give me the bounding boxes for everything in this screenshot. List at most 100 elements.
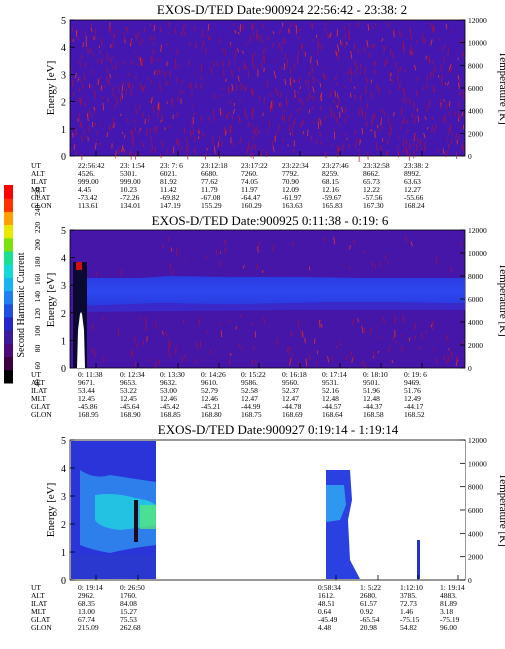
noise-mark <box>93 106 96 111</box>
noise-mark <box>288 123 291 132</box>
noise-mark <box>298 77 301 84</box>
noise-mark <box>238 343 241 348</box>
noise-mark <box>435 257 438 265</box>
orbit-cell: 168.69 <box>282 410 303 419</box>
noise-mark <box>364 111 367 120</box>
orbit-cell: 3785. <box>400 591 417 600</box>
noise-mark <box>216 60 219 67</box>
noise-mark <box>144 118 146 125</box>
noise-mark <box>304 79 307 84</box>
orbit-cell: 0: 15:22 <box>241 370 266 379</box>
noise-mark <box>77 77 80 82</box>
noise-mark <box>212 61 215 66</box>
noise-mark <box>132 137 134 143</box>
noise-mark <box>333 111 335 120</box>
panel-2-spike-inner <box>77 312 85 368</box>
orbit-cell: 0.64 <box>318 607 331 616</box>
temperature-tick-label: 6000 <box>468 84 483 93</box>
orbit-cell: 999.00 <box>120 177 141 186</box>
noise-mark <box>214 146 216 154</box>
noise-mark <box>201 132 204 137</box>
noise-mark <box>230 87 233 93</box>
noise-mark <box>157 57 159 61</box>
noise-mark <box>337 152 339 158</box>
orbit-cell: 9501. <box>363 378 380 387</box>
noise-mark <box>359 71 362 75</box>
orbit-cell: 2680. <box>360 591 377 600</box>
noise-mark <box>350 77 352 83</box>
colorbar-swatch <box>4 185 13 199</box>
orbit-row-label: GLAT <box>31 402 51 411</box>
noise-mark <box>339 338 341 342</box>
noise-mark <box>179 91 181 96</box>
orbit-row-label: GLAT <box>31 193 51 202</box>
temperature-tick-label: 12000 <box>468 16 487 25</box>
orbit-cell: 1: 5:22 <box>360 583 381 592</box>
noise-mark <box>425 55 427 60</box>
orbit-row-label: MLT <box>31 607 47 616</box>
noise-mark <box>115 62 117 71</box>
noise-mark <box>229 100 232 105</box>
noise-mark <box>210 67 213 74</box>
orbit-cell: 0: 16:18 <box>282 370 307 379</box>
noise-mark <box>190 82 193 90</box>
noise-mark <box>258 37 261 43</box>
noise-mark <box>428 55 431 63</box>
noise-mark <box>160 153 162 159</box>
orbit-cell: 1760. <box>120 591 137 600</box>
noise-mark <box>120 269 123 277</box>
noise-mark <box>414 335 417 340</box>
noise-mark <box>146 128 148 136</box>
noise-mark <box>388 346 391 352</box>
noise-mark <box>416 77 419 82</box>
noise-mark <box>387 21 390 29</box>
orbit-cell: 74.05 <box>241 177 258 186</box>
noise-mark <box>92 324 94 331</box>
noise-mark <box>165 331 168 338</box>
orbit-cell: 12.48 <box>363 394 380 403</box>
noise-mark <box>383 47 386 52</box>
noise-mark <box>316 79 319 83</box>
noise-mark <box>143 27 146 33</box>
noise-mark <box>222 48 224 53</box>
noise-mark <box>445 102 448 110</box>
noise-mark <box>335 50 338 57</box>
noise-mark <box>186 140 189 149</box>
noise-mark <box>271 244 275 252</box>
orbit-cell: -59.67 <box>322 193 342 202</box>
noise-mark <box>263 96 265 105</box>
panel-3-energy-label: Energy [eV] <box>45 483 57 537</box>
noise-mark <box>195 82 198 89</box>
orbit-cell: -45.42 <box>160 402 180 411</box>
noise-mark <box>248 141 250 148</box>
noise-mark <box>228 320 231 324</box>
noise-mark <box>81 83 84 90</box>
noise-mark <box>329 32 332 39</box>
orbit-cell: 22:56:42 <box>78 161 105 170</box>
orbit-cell: 262.68 <box>120 623 141 632</box>
noise-mark <box>237 75 240 82</box>
noise-mark <box>252 346 255 351</box>
orbit-cell: 53.00 <box>160 386 177 395</box>
noise-mark <box>251 108 254 112</box>
panel-3: EXOS-D/TED Date:900927 0:19:14 - 1:19:14… <box>31 422 505 632</box>
orbit-cell: 134.01 <box>120 201 141 210</box>
noise-mark <box>370 128 373 132</box>
noise-mark <box>277 124 280 132</box>
noise-mark <box>402 314 405 323</box>
orbit-cell: 168.90 <box>120 410 141 419</box>
orbit-cell: 68.15 <box>322 177 339 186</box>
noise-mark <box>432 70 435 78</box>
noise-mark <box>334 76 337 81</box>
colorbar-swatch <box>4 224 13 239</box>
noise-mark <box>401 119 404 126</box>
noise-mark <box>207 23 210 31</box>
noise-mark <box>382 317 385 324</box>
noise-mark <box>149 35 152 41</box>
noise-mark <box>414 64 417 71</box>
colorbar-tick-label: 140 <box>33 291 42 303</box>
noise-mark <box>243 85 246 92</box>
panel-1-title: EXOS-D/TED Date:900924 22:56:42 - 23:38:… <box>157 2 407 17</box>
noise-mark <box>377 350 380 354</box>
